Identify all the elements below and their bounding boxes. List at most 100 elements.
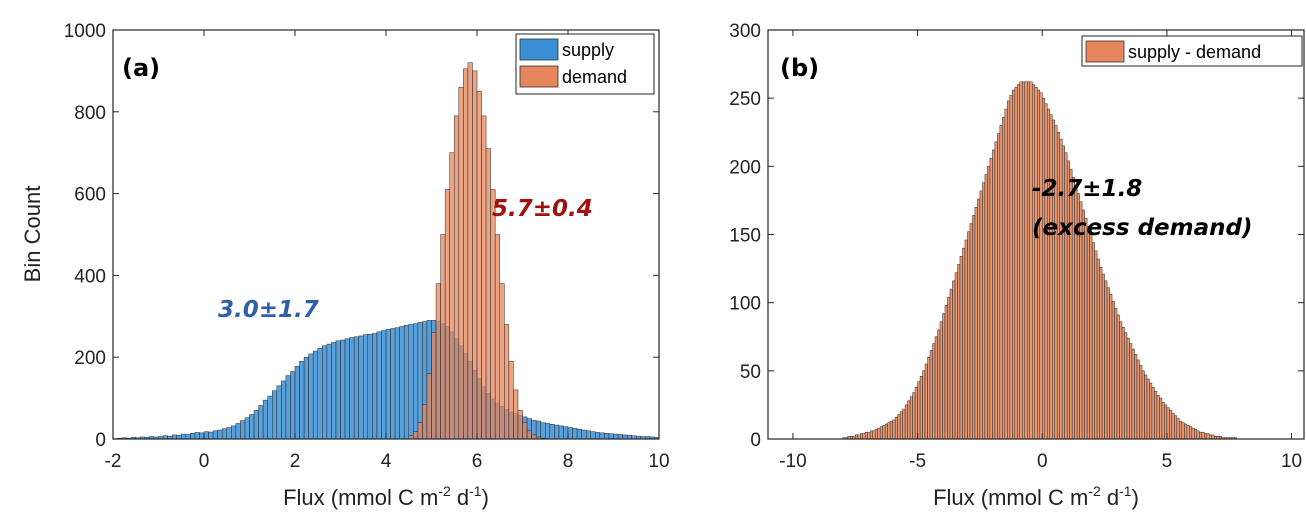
histogram-bar xyxy=(984,174,988,440)
histogram-bar xyxy=(494,234,501,440)
histogram-bar xyxy=(864,431,868,440)
histogram-bar xyxy=(909,396,913,440)
histogram-bar xyxy=(882,425,886,440)
histogram-bar xyxy=(952,280,956,440)
histogram-bar xyxy=(349,337,355,440)
panel-a-xlabel: Flux (mmol C m-2 d-1) xyxy=(283,483,489,510)
y-tick-label: 50 xyxy=(740,362,761,383)
histogram-bar xyxy=(312,350,319,440)
histogram-bar xyxy=(857,434,861,440)
histogram-bar xyxy=(967,231,971,440)
histogram-bar xyxy=(947,296,951,440)
histogram-bar xyxy=(513,389,519,440)
histogram-bar xyxy=(294,365,300,440)
histogram-bar xyxy=(919,376,923,440)
histogram-bar xyxy=(1106,287,1110,440)
y-tick-label: 300 xyxy=(729,21,761,42)
histogram-bar xyxy=(924,363,928,440)
histogram-bar xyxy=(1146,378,1150,440)
histogram-bar xyxy=(969,223,973,440)
histogram-bar xyxy=(1024,81,1028,440)
histogram-bar xyxy=(1154,391,1158,440)
histogram-bar xyxy=(1174,415,1178,440)
x-tick-label: 5 xyxy=(1162,451,1173,472)
histogram-bar xyxy=(1051,119,1055,440)
histogram-bar xyxy=(390,328,396,440)
histogram-bar xyxy=(226,427,232,440)
histogram-bar xyxy=(972,215,976,440)
histogram-bar xyxy=(240,420,246,440)
x-tick-label: -2 xyxy=(105,451,122,472)
histogram-bar xyxy=(962,247,966,440)
histogram-bar xyxy=(934,336,938,440)
histogram-bar xyxy=(244,417,250,440)
histogram-bar xyxy=(855,434,858,440)
histogram-bar xyxy=(335,340,341,440)
histogram-bar xyxy=(417,422,423,440)
histogram-bar xyxy=(426,373,432,440)
histogram-bar xyxy=(1044,103,1048,440)
histogram-bar xyxy=(999,125,1003,440)
histogram-bar xyxy=(954,272,958,440)
histogram-bar xyxy=(613,433,619,440)
histogram-bar xyxy=(317,347,323,440)
x-tick-label: -10 xyxy=(779,451,806,472)
legend-label-supply: supply xyxy=(562,40,614,60)
histogram-bar xyxy=(367,334,373,440)
histogram-bar xyxy=(897,414,901,440)
histogram-bar xyxy=(1206,433,1210,440)
histogram-bar xyxy=(231,425,237,440)
panel-a-label: (a) xyxy=(122,54,160,82)
histogram-bar xyxy=(403,325,410,440)
histogram-bar xyxy=(1161,401,1165,440)
histogram-bar xyxy=(1124,332,1128,440)
histogram-bar xyxy=(608,433,614,440)
histogram-bar xyxy=(394,327,400,440)
x-tick-label: 10 xyxy=(648,451,669,472)
histogram-bar xyxy=(435,283,441,440)
histogram-bar xyxy=(1149,382,1153,440)
histogram-bar xyxy=(877,427,881,440)
histogram-bar xyxy=(859,433,863,440)
histogram-bar xyxy=(476,91,482,440)
panel-a-bars xyxy=(112,62,660,440)
histogram-bar xyxy=(563,426,569,440)
histogram-bar xyxy=(440,234,446,440)
histogram-bar xyxy=(1179,421,1183,440)
histogram-bar xyxy=(1111,301,1115,440)
histogram-bar xyxy=(959,256,963,440)
histogram-bar xyxy=(1002,117,1006,440)
histogram-bar xyxy=(1089,234,1093,440)
histogram-bar xyxy=(595,432,601,440)
histogram-bar xyxy=(887,422,891,440)
histogram-bar xyxy=(171,434,177,440)
histogram-bar xyxy=(526,430,532,440)
histogram-bar xyxy=(540,422,546,440)
histogram-bar xyxy=(190,433,196,440)
histogram-bar xyxy=(385,329,391,440)
histogram-bar xyxy=(1141,370,1145,440)
histogram-bar xyxy=(358,335,364,440)
panel-b-legend: supply - demand xyxy=(1081,35,1303,67)
legend-swatch-demand xyxy=(519,65,559,88)
histogram-bar xyxy=(1049,114,1053,440)
histogram-bar xyxy=(545,423,551,440)
histogram-bar xyxy=(376,331,382,440)
histogram-bar xyxy=(449,152,455,440)
histogram-bar xyxy=(467,62,473,440)
histogram-bar xyxy=(1036,89,1040,440)
histogram-bar xyxy=(272,390,278,440)
histogram-bar xyxy=(1099,266,1103,440)
histogram-bar xyxy=(1196,430,1200,440)
histogram-bar xyxy=(932,343,936,440)
histogram-bar xyxy=(1121,326,1125,440)
histogram-bar xyxy=(1022,81,1026,440)
histogram-bar xyxy=(285,375,291,440)
panel-b-annotation-value: -2.7±1.8 xyxy=(1032,176,1142,202)
y-tick-label: 250 xyxy=(729,89,761,110)
histogram-bar xyxy=(957,264,961,440)
histogram-bar xyxy=(1136,359,1140,440)
histogram-bar xyxy=(1131,348,1135,440)
histogram-bar xyxy=(481,115,487,440)
